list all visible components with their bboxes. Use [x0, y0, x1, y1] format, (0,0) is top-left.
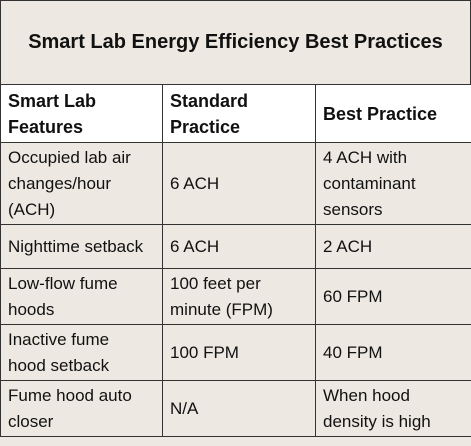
table-title: Smart Lab Energy Efficiency Best Practic… — [28, 31, 443, 53]
header-row: Smart Lab Features Standard Practice Bes… — [0, 84, 471, 143]
cell-feature: Occupied lab air changes/hour (ACH) — [0, 142, 163, 225]
header-standard: Standard Practice — [162, 84, 316, 143]
table-row: Fume hood auto closer N/A When hood dens… — [0, 380, 471, 437]
cell-standard: 100 feet per minute (FPM) — [162, 268, 316, 325]
table-row: Nighttime setback 6 ACH 2 ACH — [0, 224, 471, 269]
cell-feature: Inactive fume hood setback — [0, 324, 163, 381]
cell-best: 2 ACH — [315, 224, 471, 269]
cell-standard: N/A — [162, 380, 316, 437]
cell-feature: Nighttime setback — [0, 224, 163, 269]
cell-standard: 6 ACH — [162, 224, 316, 269]
header-features: Smart Lab Features — [0, 84, 163, 143]
table-row: Low-flow fume hoods 100 feet per minute … — [0, 268, 471, 325]
cell-feature: Fume hood auto closer — [0, 380, 163, 437]
cell-best: 4 ACH with contaminant sensors — [315, 142, 471, 225]
cell-standard: 100 FPM — [162, 324, 316, 381]
table-row: Occupied lab air changes/hour (ACH) 6 AC… — [0, 142, 471, 225]
cell-standard: 6 ACH — [162, 142, 316, 225]
cell-best: 60 FPM — [315, 268, 471, 325]
table-row: Inactive fume hood setback 100 FPM 40 FP… — [0, 324, 471, 381]
header-best: Best Practice — [315, 84, 471, 143]
title-bar: Smart Lab Energy Efficiency Best Practic… — [0, 0, 471, 85]
cell-best: When hood density is high — [315, 380, 471, 437]
cell-best: 40 FPM — [315, 324, 471, 381]
best-practices-table: Smart Lab Features Standard Practice Bes… — [0, 84, 471, 437]
cell-feature: Low-flow fume hoods — [0, 268, 163, 325]
